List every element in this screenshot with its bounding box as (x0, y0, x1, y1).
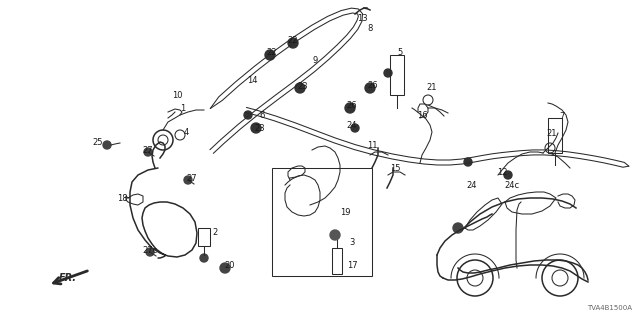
Circle shape (184, 176, 192, 184)
Circle shape (453, 223, 463, 233)
Text: 24: 24 (467, 180, 477, 189)
FancyBboxPatch shape (272, 168, 372, 276)
Circle shape (464, 158, 472, 166)
Circle shape (345, 103, 355, 113)
Text: 24c: 24c (504, 180, 520, 189)
Text: 2: 2 (212, 228, 218, 236)
Text: 12: 12 (497, 167, 508, 177)
Text: 22: 22 (288, 36, 298, 44)
Text: 27: 27 (187, 173, 197, 182)
Circle shape (265, 50, 275, 60)
Text: 26: 26 (368, 81, 378, 90)
Circle shape (244, 111, 252, 119)
Circle shape (384, 69, 392, 77)
Circle shape (146, 248, 154, 256)
Text: 21: 21 (427, 83, 437, 92)
Text: 8: 8 (367, 23, 372, 33)
Text: 23: 23 (298, 82, 308, 91)
Text: FR.: FR. (59, 273, 77, 283)
Circle shape (351, 124, 359, 132)
Circle shape (251, 123, 261, 133)
Circle shape (295, 83, 305, 93)
Text: 20: 20 (225, 260, 236, 269)
Text: 13: 13 (356, 13, 367, 22)
Text: 25: 25 (93, 138, 103, 147)
Text: 1: 1 (180, 103, 186, 113)
Text: TVA4B1500A: TVA4B1500A (587, 305, 632, 311)
Text: 26: 26 (347, 100, 357, 109)
Text: 5: 5 (397, 47, 403, 57)
Circle shape (288, 38, 298, 48)
Text: 19: 19 (340, 207, 350, 217)
Circle shape (144, 148, 152, 156)
Text: 22: 22 (267, 47, 277, 57)
Text: 9: 9 (312, 55, 317, 65)
Text: 4: 4 (184, 127, 189, 137)
Text: 10: 10 (172, 91, 182, 100)
Text: 11: 11 (367, 140, 377, 149)
Text: 24: 24 (347, 121, 357, 130)
Text: 21: 21 (547, 129, 557, 138)
Text: 15: 15 (390, 164, 400, 172)
Text: 23: 23 (255, 124, 266, 132)
Text: 17: 17 (347, 260, 357, 269)
Text: 6: 6 (259, 110, 265, 119)
Circle shape (220, 263, 230, 273)
Text: 27: 27 (143, 146, 154, 155)
Circle shape (504, 171, 512, 179)
Circle shape (103, 141, 111, 149)
Text: 16: 16 (417, 110, 428, 119)
Circle shape (200, 254, 208, 262)
Text: 14: 14 (247, 76, 257, 84)
Circle shape (365, 83, 375, 93)
Text: 7: 7 (559, 111, 564, 121)
Text: 3: 3 (349, 237, 355, 246)
Text: 27c: 27c (142, 245, 157, 254)
Text: 18: 18 (116, 194, 127, 203)
Circle shape (330, 230, 340, 240)
